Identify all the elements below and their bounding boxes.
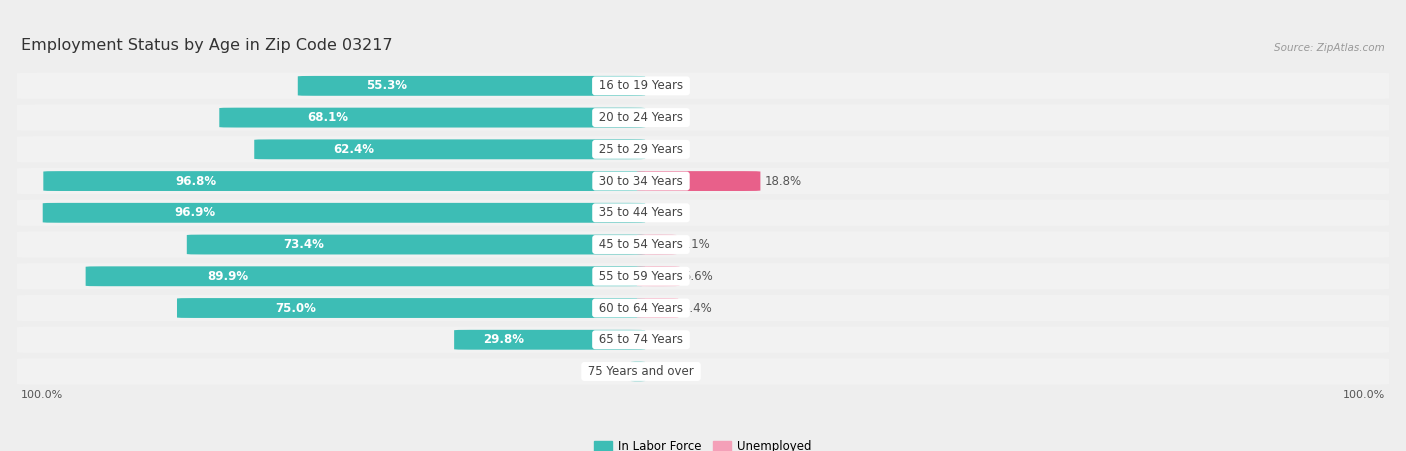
FancyBboxPatch shape [219,108,645,128]
Text: 0.0%: 0.0% [650,333,679,346]
FancyBboxPatch shape [17,359,1389,385]
FancyBboxPatch shape [628,362,647,382]
Text: 35 to 44 Years: 35 to 44 Years [595,206,686,219]
Text: 62.4%: 62.4% [333,143,374,156]
Text: 0.0%: 0.0% [650,143,679,156]
FancyBboxPatch shape [17,263,1389,290]
FancyBboxPatch shape [187,235,645,254]
Text: Employment Status by Age in Zip Code 03217: Employment Status by Age in Zip Code 032… [21,37,392,52]
Text: 100.0%: 100.0% [21,390,63,400]
Legend: In Labor Force, Unemployed: In Labor Force, Unemployed [595,440,811,451]
FancyBboxPatch shape [637,267,679,286]
Text: 60 to 64 Years: 60 to 64 Years [595,302,688,314]
Text: Source: ZipAtlas.com: Source: ZipAtlas.com [1274,42,1385,52]
Text: 55.3%: 55.3% [366,79,408,92]
Text: 0.0%: 0.0% [650,206,679,219]
Text: 5.4%: 5.4% [682,302,711,314]
Text: 75.0%: 75.0% [276,302,316,314]
FancyBboxPatch shape [177,298,645,318]
Text: 68.1%: 68.1% [308,111,349,124]
Text: 25 to 29 Years: 25 to 29 Years [595,143,688,156]
Text: 0.0%: 0.0% [650,79,679,92]
FancyBboxPatch shape [298,76,645,96]
FancyBboxPatch shape [17,295,1389,321]
FancyBboxPatch shape [637,171,761,191]
FancyBboxPatch shape [254,139,645,159]
FancyBboxPatch shape [637,298,678,318]
FancyBboxPatch shape [17,105,1389,131]
Text: 100.0%: 100.0% [1343,390,1385,400]
Text: 75 Years and over: 75 Years and over [585,365,697,378]
Text: 0.0%: 0.0% [650,111,679,124]
Text: 96.8%: 96.8% [176,175,217,188]
Text: 89.9%: 89.9% [207,270,247,283]
Text: 45 to 54 Years: 45 to 54 Years [595,238,686,251]
Text: 96.9%: 96.9% [174,206,217,219]
FancyBboxPatch shape [17,168,1389,194]
Text: 16 to 19 Years: 16 to 19 Years [595,79,688,92]
FancyBboxPatch shape [86,267,645,286]
Text: 65 to 74 Years: 65 to 74 Years [595,333,688,346]
FancyBboxPatch shape [44,171,645,191]
Text: 30 to 34 Years: 30 to 34 Years [595,175,686,188]
FancyBboxPatch shape [17,73,1389,99]
FancyBboxPatch shape [17,136,1389,162]
Text: 55 to 59 Years: 55 to 59 Years [595,270,686,283]
Text: 29.8%: 29.8% [484,333,524,346]
FancyBboxPatch shape [17,231,1389,258]
FancyBboxPatch shape [42,203,645,223]
Text: 5.1%: 5.1% [681,238,710,251]
Text: 0.0%: 0.0% [650,365,679,378]
FancyBboxPatch shape [637,235,676,254]
FancyBboxPatch shape [17,200,1389,226]
Text: 18.8%: 18.8% [765,175,801,188]
Text: 73.4%: 73.4% [283,238,323,251]
Text: 1.0%: 1.0% [596,365,627,378]
Text: 5.6%: 5.6% [683,270,713,283]
FancyBboxPatch shape [17,327,1389,353]
FancyBboxPatch shape [454,330,645,350]
Text: 20 to 24 Years: 20 to 24 Years [595,111,688,124]
